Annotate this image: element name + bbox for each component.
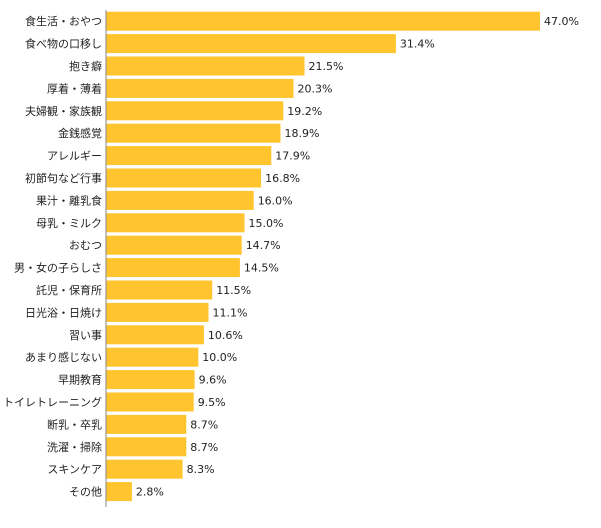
category-label: 早期教育 [58,373,102,387]
value-label: 47.0% [544,15,579,28]
value-label: 16.0% [258,194,293,207]
value-label: 8.7% [190,418,218,431]
bar [106,123,281,143]
value-label: 14.7% [246,239,281,252]
category-label: 母乳・ミルク [36,217,102,230]
value-label: 9.5% [198,396,226,409]
category-label: 食生活・おやつ [25,14,102,28]
bar [106,56,305,76]
value-label: 8.3% [187,463,215,476]
category-label: 男・女の子らしさ [14,261,102,275]
labels-layer: 食生活・おやつ 47.0% 食べ物の口移し 31.4% 抱き癖 21.5% 厚着・薄着 20.… [3,14,579,498]
category-label: おむつ [69,239,102,252]
bar [106,370,195,390]
bar [106,482,132,502]
category-label: 断乳・卒乳 [47,417,102,431]
value-label: 19.2% [287,105,322,118]
category-label: 日光浴・日焼け [25,305,102,319]
category-label: アレルギー [47,150,102,163]
value-label: 17.9% [275,150,310,163]
bar [106,437,187,457]
value-label: 21.5% [309,60,344,73]
category-label: 習い事 [69,329,102,342]
bar [106,213,245,233]
category-label: 果汁・離乳食 [36,193,102,207]
value-label: 11.1% [213,306,248,319]
category-label: 厚着・薄着 [47,81,102,95]
category-label: 金銭感覚 [58,126,102,140]
value-label: 9.6% [199,374,227,387]
bar [106,280,213,300]
bar [106,459,183,479]
category-label: トイレトレーニング [3,395,102,409]
category-label: 食べ物の口移し [25,37,102,51]
value-label: 2.8% [136,486,164,499]
bar [106,101,284,121]
bar [106,414,187,434]
bar [106,347,199,367]
category-label: あまり感じない [25,351,102,364]
bar [106,11,540,31]
value-label: 31.4% [400,38,435,51]
bar [106,168,262,188]
bar [106,235,242,255]
bar [106,392,194,412]
value-label: 11.5% [216,284,251,297]
bar [106,258,240,278]
bar [106,146,272,166]
category-label: 初節句など行事 [25,171,102,185]
bar [106,190,254,210]
value-label: 16.8% [265,172,300,185]
bar [106,302,209,322]
value-label: 14.5% [244,262,279,275]
category-label: 洗濯・掃除 [47,440,102,454]
value-label: 10.6% [208,329,243,342]
bar [106,34,396,54]
value-label: 15.0% [249,217,284,230]
bar [106,78,294,98]
category-label: スキンケア [47,463,102,476]
bars-layer [106,11,540,502]
value-label: 8.7% [190,441,218,454]
category-label: 託児・保育所 [36,283,102,297]
value-label: 10.0% [202,351,237,364]
value-label: 18.9% [285,127,320,140]
category-label: 夫婦観・家族観 [25,104,102,118]
category-label: 抱き癖 [69,59,102,73]
value-label: 20.3% [298,82,333,95]
category-label: その他 [69,486,102,499]
bar [106,325,204,345]
